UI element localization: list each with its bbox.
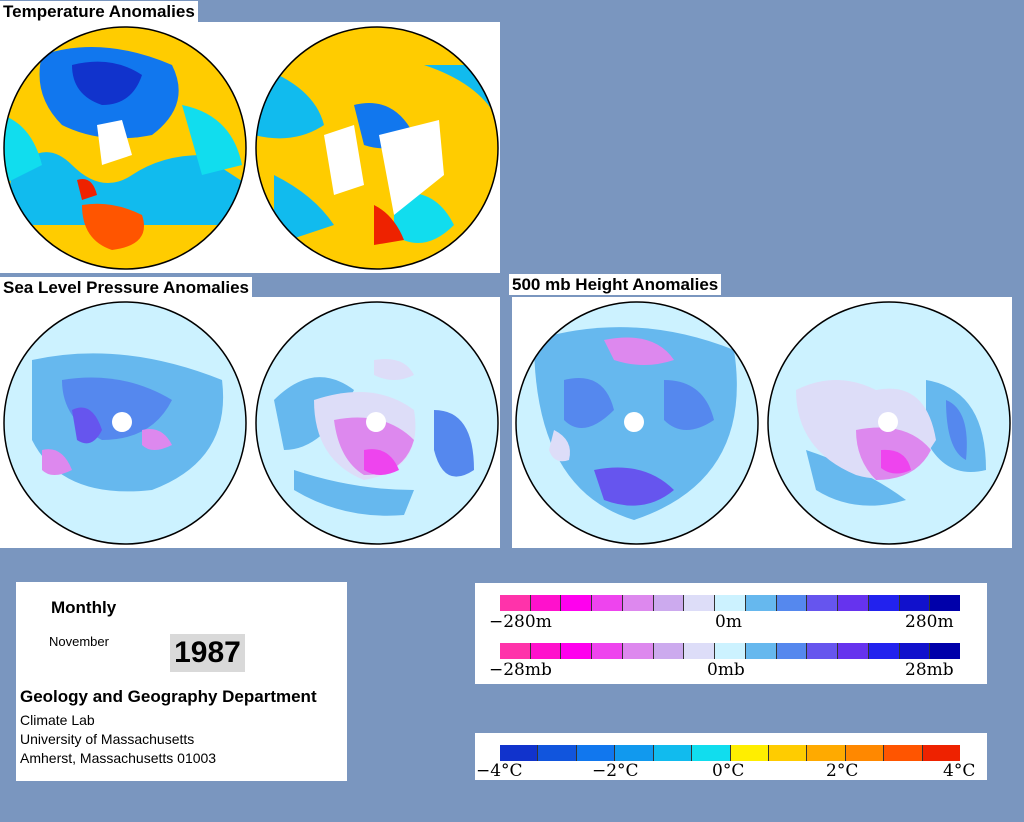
university-label: University of Massachusetts <box>20 731 195 747</box>
pressure-colorbar-segment <box>560 643 592 659</box>
pressure-tick-max: 28mb <box>905 660 954 680</box>
temperature-title: Temperature Anomalies <box>0 1 198 22</box>
height-colorbar-segment <box>806 595 838 611</box>
anomaly-legend: −280m 0m 280m −28mb 0mb 28mb <box>475 583 987 684</box>
address-label: Amherst, Massachusetts 01003 <box>20 750 217 766</box>
height-colorbar-segment <box>837 595 868 611</box>
pressure-colorbar-segment <box>529 643 561 659</box>
height-colorbar-segment <box>560 595 592 611</box>
temperature-colorbar-segment <box>844 745 884 761</box>
temperature-legend: −4°C −2°C 0°C 2°C 4°C <box>475 733 987 781</box>
temperature-colorbar-segment <box>575 745 615 761</box>
slp-title: Sea Level Pressure Anomalies <box>0 277 253 298</box>
height-colorbar-segment <box>744 595 776 611</box>
height-colorbar-segment <box>929 595 961 611</box>
pressure-colorbar-segment <box>591 643 622 659</box>
slp-southern-hemisphere-map <box>255 301 499 545</box>
temperature-colorbar-segment <box>729 745 768 761</box>
year-label: 1987 <box>170 634 245 672</box>
pressure-colorbar-segment <box>500 643 530 659</box>
height-colorbar-segment <box>714 595 745 611</box>
pressure-tick-zero: 0mb <box>707 660 745 680</box>
pressure-colorbar-segment <box>714 643 745 659</box>
temperature-colorbar-segment <box>537 745 576 761</box>
pressure-colorbar-segment <box>621 643 653 659</box>
temperature-colorbar-segment <box>614 745 653 761</box>
pressure-colorbar-segment <box>806 643 838 659</box>
pressure-colorbar-segment <box>652 643 684 659</box>
info-box: Monthly November 1987 Geology and Geogra… <box>16 582 347 781</box>
height-colorbar <box>500 595 961 611</box>
period-label: Monthly <box>51 598 117 617</box>
slp-northern-hemisphere-map <box>3 301 247 545</box>
temperature-colorbar-segment <box>652 745 692 761</box>
height-colorbar-segment <box>500 595 530 611</box>
height-colorbar-segment <box>621 595 653 611</box>
pressure-colorbar-segment <box>837 643 868 659</box>
height500-northern-hemisphere-map <box>515 301 759 545</box>
temperature-colorbar-segment <box>806 745 845 761</box>
pressure-colorbar <box>500 643 961 659</box>
temperature-southern-hemisphere-map <box>255 26 499 270</box>
height-colorbar-segment <box>652 595 684 611</box>
temperature-colorbar-segment <box>883 745 922 761</box>
height500-title: 500 mb Height Anomalies <box>509 274 722 295</box>
pressure-tick-min: −28mb <box>489 660 552 680</box>
temperature-colorbar <box>500 745 961 761</box>
height-tick-min: −280m <box>489 612 552 632</box>
pressure-colorbar-segment <box>683 643 715 659</box>
height500-southern-hemisphere-map <box>767 301 1011 545</box>
height-colorbar-segment <box>775 595 807 611</box>
height-colorbar-segment <box>867 595 899 611</box>
temperature-colorbar-segment <box>767 745 807 761</box>
pressure-colorbar-segment <box>867 643 899 659</box>
department-label: Geology and Geography Department <box>20 687 317 706</box>
temp-tick-plus4: 4°C <box>943 761 976 781</box>
height-colorbar-segment <box>591 595 622 611</box>
temp-tick-minus2: −2°C <box>592 761 639 781</box>
lab-label: Climate Lab <box>20 712 95 728</box>
height-colorbar-segment <box>898 595 930 611</box>
height-tick-max: 280m <box>905 612 954 632</box>
height-colorbar-segment <box>683 595 715 611</box>
pressure-colorbar-segment <box>744 643 776 659</box>
temp-tick-plus2: 2°C <box>826 761 859 781</box>
height-tick-zero: 0m <box>715 612 742 632</box>
temp-tick-zero: 0°C <box>712 761 745 781</box>
temp-tick-minus4: −4°C <box>476 761 523 781</box>
temperature-colorbar-segment <box>691 745 730 761</box>
temperature-northern-hemisphere-map <box>3 26 247 270</box>
pressure-colorbar-segment <box>898 643 930 659</box>
temperature-colorbar-segment <box>921 745 961 761</box>
pressure-colorbar-segment <box>775 643 807 659</box>
pressure-colorbar-segment <box>929 643 961 659</box>
temperature-colorbar-segment <box>500 745 538 761</box>
month-label: November <box>49 634 109 649</box>
height-colorbar-segment <box>529 595 561 611</box>
